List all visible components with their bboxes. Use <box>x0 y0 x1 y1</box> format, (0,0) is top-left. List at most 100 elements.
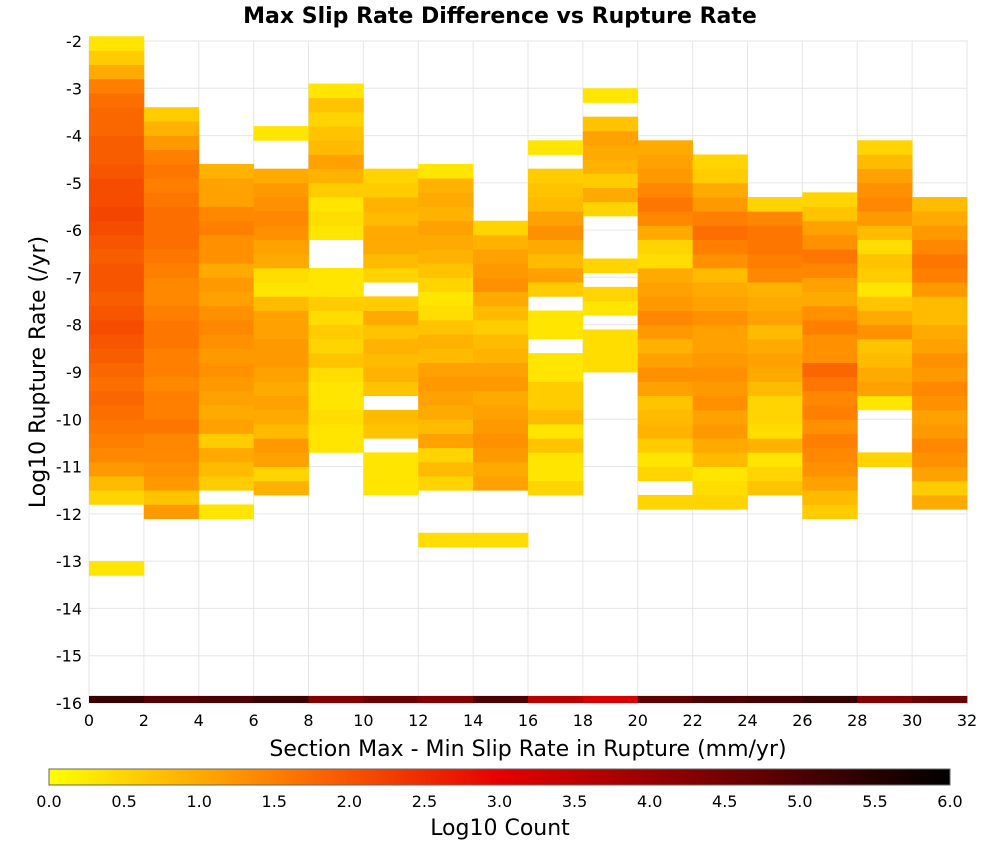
heatmap-cell <box>802 305 858 321</box>
heatmap-cell <box>582 286 639 302</box>
heatmap-cell <box>747 381 803 397</box>
heatmap-cell <box>747 310 803 326</box>
heatmap-cell <box>308 296 364 311</box>
heatmap-cell <box>528 395 584 411</box>
heatmap-cell <box>308 83 364 99</box>
x-tick-label: 20 <box>628 711 648 730</box>
heatmap-cell <box>637 424 694 439</box>
heatmap-cell <box>637 466 694 482</box>
bottom-row-cell <box>363 695 419 703</box>
heatmap-cell <box>637 140 694 155</box>
heatmap-cell <box>198 348 255 363</box>
heatmap-cell <box>802 419 858 434</box>
bottom-row-cell <box>747 695 803 703</box>
x-tick-label: 32 <box>957 711 977 730</box>
heatmap-cell <box>857 324 913 340</box>
heatmap-cell <box>89 405 145 420</box>
heatmap-cell <box>692 267 748 283</box>
heatmap-cell <box>89 291 145 307</box>
heatmap-cell <box>473 249 529 264</box>
heatmap-cell <box>418 532 474 548</box>
colorbar-tick-label: 4.0 <box>637 792 662 811</box>
bottom-row-cell <box>89 695 145 703</box>
heatmap-cell <box>253 367 309 382</box>
heatmap-cell <box>692 239 748 255</box>
heatmap-cell <box>198 433 255 449</box>
y-tick-label: -3 <box>66 79 82 98</box>
heatmap-cell <box>198 277 255 293</box>
heatmap-cell <box>363 197 419 212</box>
heatmap-cell <box>637 182 694 198</box>
heatmap-cell <box>692 381 748 397</box>
heatmap-cell <box>582 187 639 203</box>
heatmap-cell <box>418 334 474 349</box>
heatmap-cell <box>637 253 694 269</box>
heatmap-cell <box>418 249 474 264</box>
heatmap-cell <box>857 310 913 326</box>
x-tick-label: 30 <box>902 711 922 730</box>
heatmap-cell <box>857 452 913 467</box>
heatmap-cell <box>363 296 419 311</box>
heatmap-cell <box>912 296 968 311</box>
heatmap-cell <box>912 211 968 226</box>
heatmap-cell <box>637 211 694 226</box>
heatmap-cell <box>89 192 145 207</box>
heatmap-cell <box>89 234 145 250</box>
heatmap-cell <box>692 324 748 340</box>
x-tick-label: 10 <box>353 711 373 730</box>
heatmap-cell <box>143 504 200 519</box>
heatmap-cell <box>802 234 858 250</box>
x-tick-label: 28 <box>847 711 867 730</box>
heatmap-cell <box>802 405 858 420</box>
heatmap-cell <box>857 197 913 212</box>
heatmap-cell <box>198 362 255 378</box>
heatmap-cell <box>747 324 803 340</box>
chart-title: Max Slip Rate Difference vs Rupture Rate <box>243 4 757 29</box>
heatmap-cell <box>747 466 803 482</box>
heatmap-cell <box>692 225 748 240</box>
heatmap-cell <box>528 197 584 212</box>
heatmap-cell <box>637 381 694 397</box>
heatmap-cell <box>308 395 364 411</box>
heatmap-cell <box>473 447 529 463</box>
heatmap-cell <box>143 192 200 207</box>
colorbar-tick-label: 2.0 <box>337 792 362 811</box>
heatmap-cell <box>143 390 200 406</box>
heatmap-cell <box>89 319 145 335</box>
heatmap-cell <box>308 353 364 368</box>
heatmap-cell <box>473 405 529 420</box>
heatmap-cell <box>198 405 255 420</box>
heatmap-cell <box>747 267 803 283</box>
x-tick-label: 22 <box>682 711 702 730</box>
bottom-row-cell <box>692 695 748 703</box>
heatmap-cell <box>747 409 803 425</box>
heatmap-cell <box>473 348 529 363</box>
heatmap-cell <box>363 424 419 439</box>
heatmap-cell <box>802 291 858 307</box>
heatmap-cell <box>89 93 145 108</box>
heatmap-cell <box>857 253 913 269</box>
y-tick-labels: -2 -3 -4 -5 -6 -7 -8 -9 -10 -11 -12 -13 -14 -15 -16 <box>56 32 82 713</box>
heatmap-cell <box>89 64 145 80</box>
heatmap-cell <box>857 296 913 311</box>
colorbar-tick-label: 5.0 <box>787 792 812 811</box>
heatmap-cell <box>692 438 748 453</box>
heatmap-cell <box>418 433 474 449</box>
x-tick-labels: 0 2 4 6 8 10 12 14 16 18 20 22 24 26 28 30 32 <box>84 711 977 730</box>
y-tick-label: -7 <box>66 268 82 287</box>
heatmap-cell <box>253 197 309 212</box>
heatmap-cell <box>528 253 584 269</box>
heatmap-cell <box>802 376 858 392</box>
heatmap-cell <box>582 130 639 146</box>
heatmap-cell <box>637 409 694 425</box>
heatmap-cell <box>473 461 529 477</box>
heatmap-cell <box>637 225 694 240</box>
heatmap-cell <box>143 305 200 321</box>
heatmap-cell <box>857 225 913 240</box>
heatmap-cell <box>308 338 364 354</box>
heatmap-cell <box>89 390 145 406</box>
heatmap-cell <box>473 234 529 250</box>
bottom-row-cell <box>143 695 200 703</box>
colorbar-tick-label: 0.0 <box>36 792 61 811</box>
heatmap-cell <box>582 258 639 274</box>
